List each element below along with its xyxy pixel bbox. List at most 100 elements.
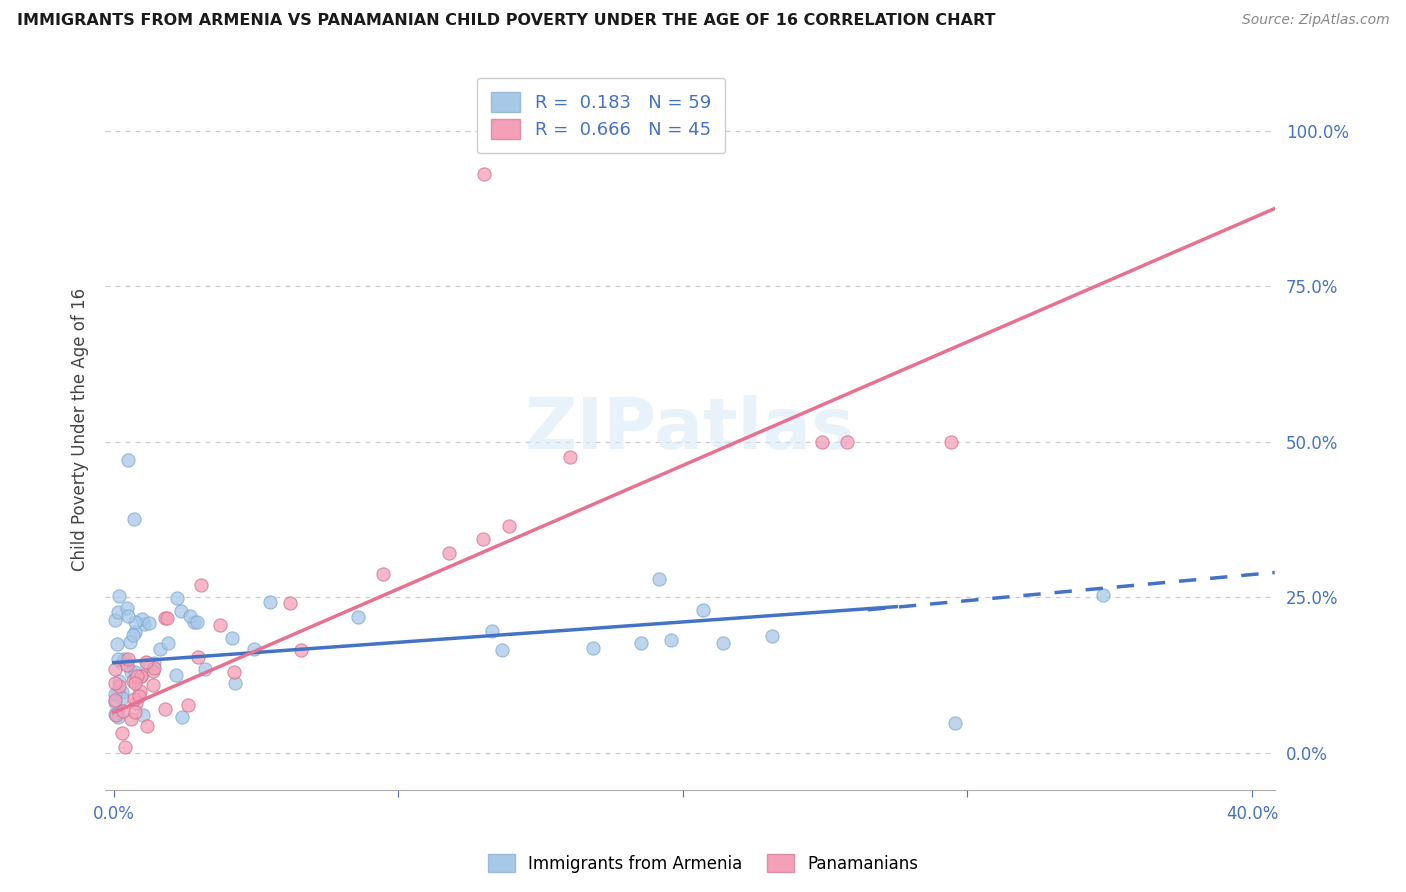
Point (837, 434, 859, 449)
Point (259, 595, 281, 609)
Point (122, 512, 145, 526)
Point (1091, 588, 1114, 602)
Point (108, 679, 131, 693)
Point (187, 650, 209, 665)
Point (111, 726, 134, 740)
Point (183, 615, 205, 629)
Point (111, 657, 134, 671)
Legend: Immigrants from Armenia, Panamanians: Immigrants from Armenia, Panamanians (481, 847, 925, 880)
Point (104, 706, 127, 721)
Point (108, 589, 131, 603)
Point (186, 615, 208, 630)
Point (124, 691, 146, 706)
Point (582, 641, 605, 656)
Point (132, 616, 155, 631)
Text: ZIPatlas: ZIPatlas (524, 395, 855, 464)
Point (157, 636, 180, 650)
Point (711, 636, 734, 650)
Point (122, 628, 145, 642)
Point (120, 665, 142, 680)
Point (692, 603, 714, 617)
Point (104, 687, 127, 701)
Point (107, 710, 129, 724)
Point (124, 676, 146, 690)
Point (278, 597, 301, 611)
Point (124, 670, 146, 684)
Point (120, 635, 142, 649)
Point (111, 704, 134, 718)
Point (148, 641, 170, 656)
Point (472, 167, 495, 181)
Point (136, 657, 159, 671)
Point (107, 605, 129, 619)
Point (142, 678, 165, 692)
Point (224, 675, 246, 690)
Point (156, 611, 179, 625)
Point (125, 696, 148, 710)
Legend: R =  0.183   N = 59, R =  0.666   N = 45: R = 0.183 N = 59, R = 0.666 N = 45 (477, 78, 725, 153)
Point (120, 712, 142, 726)
Point (129, 669, 152, 683)
Point (104, 613, 127, 627)
Point (224, 665, 246, 679)
Point (208, 618, 231, 632)
Point (124, 615, 146, 629)
Point (221, 631, 243, 645)
Point (155, 702, 177, 716)
Point (132, 708, 155, 723)
Point (648, 572, 671, 586)
Point (112, 652, 135, 666)
Point (122, 673, 145, 688)
Point (471, 532, 494, 546)
Point (177, 698, 200, 712)
Text: Source: ZipAtlas.com: Source: ZipAtlas.com (1241, 13, 1389, 28)
Point (165, 668, 187, 682)
Point (943, 716, 966, 731)
Point (104, 708, 127, 723)
Text: IMMIGRANTS FROM ARMENIA VS PANAMANIAN CHILD POVERTY UNDER THE AGE OF 16 CORRELAT: IMMIGRANTS FROM ARMENIA VS PANAMANIAN CH… (17, 13, 995, 29)
Point (170, 604, 193, 618)
Point (108, 674, 131, 689)
Point (117, 453, 139, 467)
Point (347, 610, 370, 624)
Point (136, 719, 159, 733)
Point (131, 612, 153, 626)
Point (107, 685, 129, 699)
Point (117, 609, 139, 624)
Point (107, 704, 129, 718)
Point (630, 636, 652, 650)
Point (290, 642, 312, 657)
Point (115, 601, 138, 615)
Point (179, 609, 201, 624)
Point (153, 611, 176, 625)
Point (558, 450, 581, 464)
Point (104, 693, 127, 707)
Point (114, 739, 136, 754)
Point (125, 669, 148, 683)
Point (104, 676, 127, 690)
Point (166, 591, 188, 605)
Point (194, 662, 217, 676)
Point (105, 637, 128, 651)
Point (437, 546, 460, 560)
Point (115, 658, 138, 673)
Point (498, 519, 520, 533)
Point (110, 685, 132, 699)
Point (128, 684, 150, 698)
Point (107, 651, 129, 665)
Y-axis label: Child Poverty Under the Age of 16: Child Poverty Under the Age of 16 (72, 288, 89, 571)
Point (110, 691, 132, 706)
Point (138, 615, 160, 630)
Point (117, 652, 139, 666)
Point (243, 641, 266, 656)
Point (142, 664, 165, 678)
Point (659, 633, 682, 648)
Point (104, 695, 127, 709)
Point (939, 434, 962, 449)
Point (124, 624, 146, 639)
Point (491, 643, 513, 657)
Point (172, 710, 194, 724)
Point (371, 567, 394, 582)
Point (142, 661, 165, 675)
Point (143, 656, 166, 670)
